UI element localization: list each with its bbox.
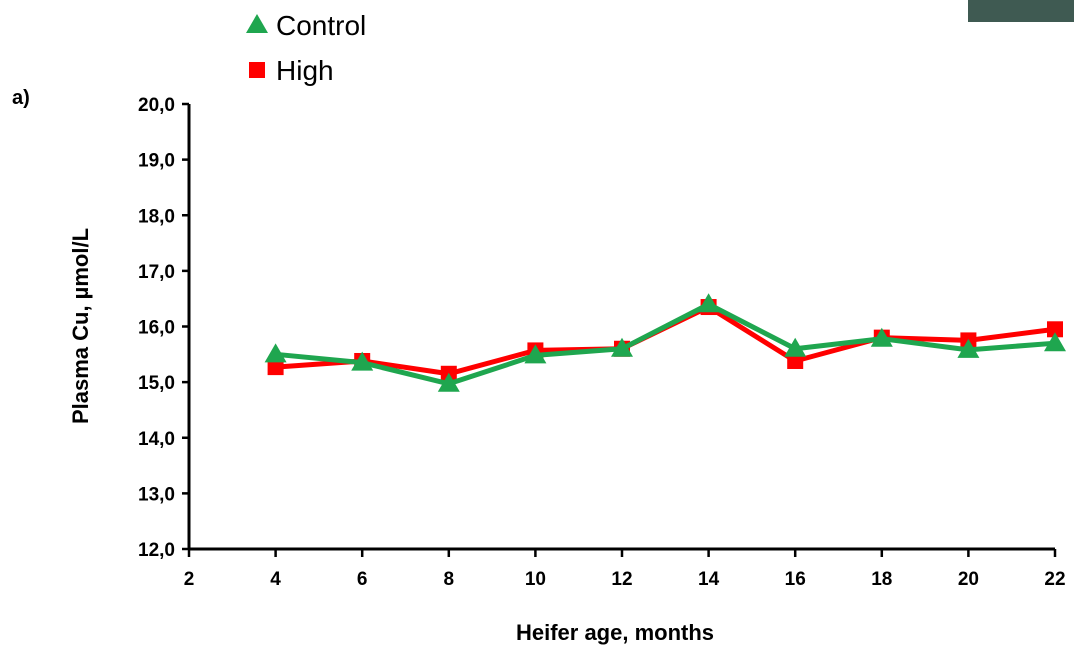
y-tick-label: 13,0 <box>138 484 175 505</box>
x-tick-label: 10 <box>525 569 546 590</box>
panel-label: a) <box>12 87 30 109</box>
x-axis-title: Heifer age, months <box>516 620 714 645</box>
y-tick-label: 15,0 <box>138 373 175 394</box>
series-line <box>276 304 1055 384</box>
x-tick-label: 18 <box>871 569 892 590</box>
series-line <box>276 307 1055 374</box>
legend-label: Control <box>276 10 366 41</box>
y-tick-label: 20,0 <box>138 95 175 116</box>
y-tick-label: 16,0 <box>138 318 175 339</box>
x-tick-label: 16 <box>785 569 806 590</box>
x-tick-label: 14 <box>698 569 720 590</box>
legend-marker <box>246 14 268 33</box>
chart: a) Heifer age, months Plasma Cu, µmol/L … <box>0 0 1074 653</box>
y-tick-label: 14,0 <box>138 429 175 450</box>
x-tick-label: 6 <box>357 569 368 590</box>
y-tick-label: 18,0 <box>138 206 175 227</box>
x-tick-label: 2 <box>184 569 195 590</box>
y-tick-label: 17,0 <box>138 262 175 283</box>
x-tick-label: 8 <box>444 569 455 590</box>
corner-photo <box>968 0 1074 22</box>
x-tick-label: 22 <box>1044 569 1065 590</box>
x-tick-label: 12 <box>611 569 632 590</box>
x-tick-label: 4 <box>270 569 281 590</box>
x-tick-label: 20 <box>958 569 979 590</box>
y-axis-title: Plasma Cu, µmol/L <box>68 228 93 424</box>
legend-label: High <box>276 55 334 86</box>
y-tick-label: 19,0 <box>138 151 175 172</box>
legend-marker <box>249 62 265 78</box>
y-tick-label: 12,0 <box>138 540 175 561</box>
